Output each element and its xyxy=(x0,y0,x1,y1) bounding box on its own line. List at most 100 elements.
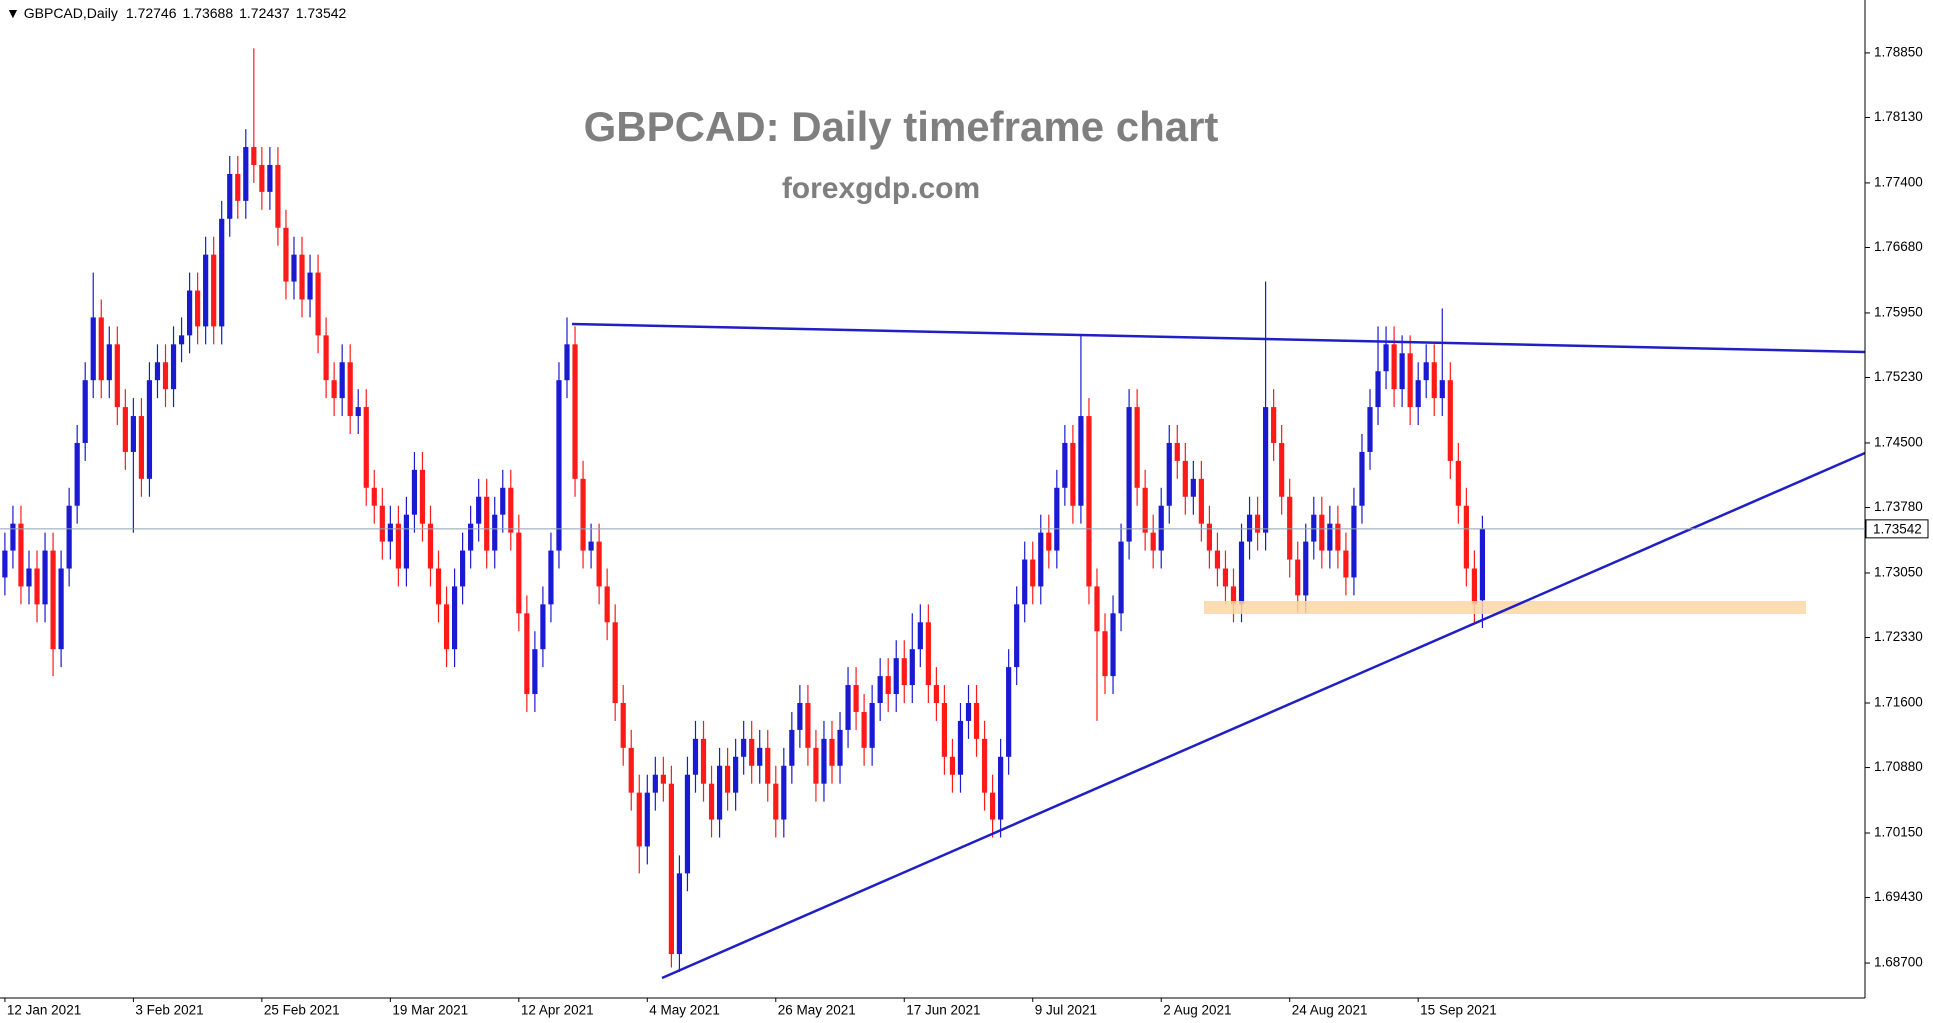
candle-body xyxy=(620,702,626,748)
candle-body xyxy=(235,173,241,201)
y-tick-label: 1.70880 xyxy=(1874,759,1923,774)
y-tick-label: 1.70150 xyxy=(1874,825,1923,840)
candle-body xyxy=(203,254,209,327)
chart-header: ▼ GBPCAD,Daily 1.72746 1.73688 1.72437 1.735… xyxy=(6,5,347,21)
candle-body xyxy=(347,362,353,417)
candle-body xyxy=(219,218,225,327)
candle-body xyxy=(532,649,538,695)
candle-body xyxy=(998,756,1004,820)
candle-body xyxy=(1327,523,1333,551)
candle-body xyxy=(596,541,602,587)
candle-body xyxy=(1359,451,1365,506)
candle-body xyxy=(644,792,650,847)
support-trendline xyxy=(661,451,1866,980)
candle-body xyxy=(355,407,361,417)
symbol: GBPCAD,Daily xyxy=(24,5,118,21)
candle-body xyxy=(781,765,787,820)
candle-body xyxy=(331,380,337,399)
candle-body xyxy=(805,702,811,748)
candle-body xyxy=(1463,505,1469,569)
x-tick-label: 24 Aug 2021 xyxy=(1292,1003,1368,1018)
candle-body xyxy=(580,478,586,551)
candle-body xyxy=(869,702,875,748)
candle-body xyxy=(725,765,731,793)
candle-body xyxy=(1014,604,1020,668)
candle-body xyxy=(1214,550,1221,569)
candle-body xyxy=(981,738,988,793)
candle-body xyxy=(178,335,185,345)
candle-body xyxy=(476,496,482,524)
support-zone xyxy=(1204,601,1806,614)
candle-body xyxy=(419,469,426,524)
candle-body xyxy=(1407,353,1413,408)
candle-body xyxy=(18,523,24,587)
y-tick-label: 1.76680 xyxy=(1874,239,1923,254)
candle-body xyxy=(443,604,450,650)
candle-body xyxy=(1030,559,1036,587)
candle-body xyxy=(1254,514,1261,533)
candle-body xyxy=(211,254,217,327)
candle-body xyxy=(604,586,610,623)
x-tick-label: 19 Mar 2021 xyxy=(392,1003,468,1018)
candle-body xyxy=(829,738,835,766)
candle-body xyxy=(1351,505,1357,578)
resistance-trendline xyxy=(571,322,1866,354)
candle-body xyxy=(74,442,80,506)
candle-body xyxy=(90,317,96,381)
candle-body xyxy=(692,738,699,775)
x-tick-label: 3 Feb 2021 xyxy=(135,1003,203,1018)
candle-body xyxy=(460,550,466,587)
y-tick-label: 1.75950 xyxy=(1874,305,1923,320)
candle-body xyxy=(299,254,305,300)
candle-body xyxy=(1182,460,1188,497)
candle-body xyxy=(1335,523,1341,551)
candle-body xyxy=(821,738,827,784)
candle-body xyxy=(564,344,570,381)
candle-body xyxy=(484,496,490,551)
candle-body xyxy=(845,685,851,730)
candle-body xyxy=(492,514,498,551)
candle-body xyxy=(251,147,257,165)
header-low: 1.72437 xyxy=(239,5,290,21)
y-tick-label: 1.77400 xyxy=(1874,174,1923,189)
candle-body xyxy=(307,272,313,300)
candle-body xyxy=(973,702,980,739)
y-tick-label: 1.71600 xyxy=(1874,695,1923,710)
candle-body xyxy=(660,774,666,784)
candle-body xyxy=(146,380,153,479)
candle-body xyxy=(708,783,715,820)
header-open: 1.72746 xyxy=(126,5,177,21)
candle-body xyxy=(1246,514,1253,542)
candle-body xyxy=(797,702,803,730)
x-tick-label: 15 Sep 2021 xyxy=(1420,1003,1497,1018)
candle-body xyxy=(1319,514,1325,551)
header-arrow: ▼ xyxy=(6,5,24,21)
candle-body xyxy=(1367,407,1373,452)
candle-body xyxy=(468,523,474,551)
y-tick-label: 1.78850 xyxy=(1874,44,1923,59)
x-tick-label: 9 Jul 2021 xyxy=(1035,1003,1097,1018)
candle-body xyxy=(1343,550,1349,578)
candle-body xyxy=(548,550,554,605)
candle-body xyxy=(813,747,819,784)
candle-body xyxy=(2,550,8,578)
candle-body xyxy=(106,344,112,381)
candle-body xyxy=(395,523,401,569)
candle-body xyxy=(1206,523,1212,551)
candle-body xyxy=(957,720,964,775)
candle-body xyxy=(195,290,201,327)
candle-body xyxy=(1415,380,1421,408)
candle-body xyxy=(572,344,578,479)
x-tick-label: 12 Apr 2021 xyxy=(521,1003,594,1018)
candle-body xyxy=(508,487,514,533)
candle-body xyxy=(379,505,385,542)
header-high: 1.73688 xyxy=(183,5,234,21)
candle-body xyxy=(524,613,530,695)
y-tick-label: 1.68700 xyxy=(1874,955,1923,970)
candle-body xyxy=(1134,407,1140,488)
candle-body xyxy=(227,173,233,219)
candle-body xyxy=(1166,442,1172,506)
candle-body xyxy=(98,317,104,381)
candle-body xyxy=(933,685,939,703)
header-close: 1.73542 xyxy=(296,5,347,21)
